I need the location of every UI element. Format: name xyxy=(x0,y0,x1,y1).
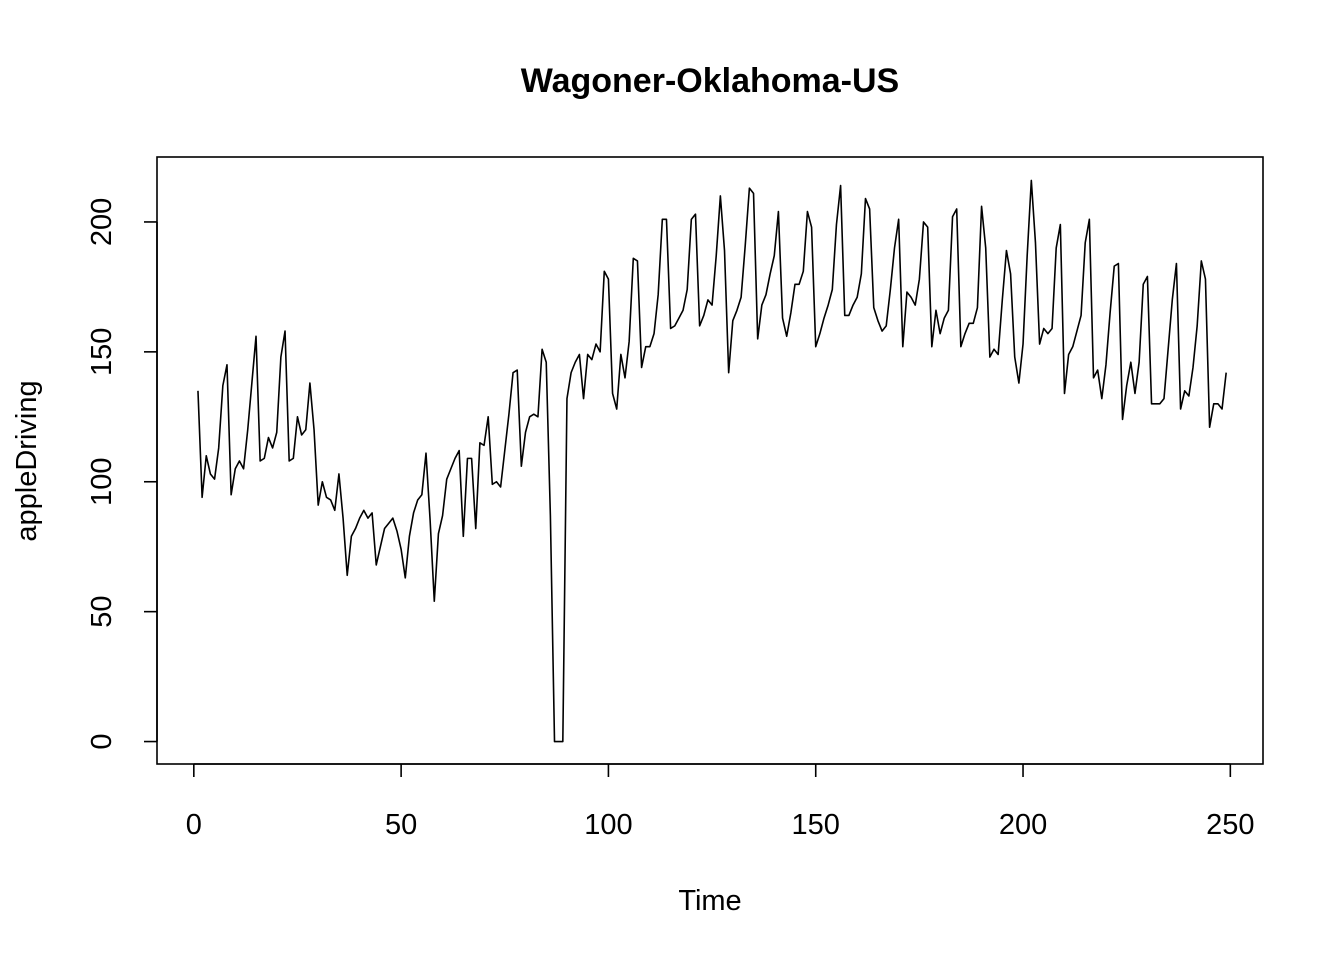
y-axis-label: appleDriving xyxy=(11,380,43,541)
series-line-1 xyxy=(197,179,1227,743)
x-tick-label: 50 xyxy=(385,809,417,841)
series-group xyxy=(197,179,1227,743)
x-tick-label: 250 xyxy=(1206,809,1254,841)
y-tick-label: 0 xyxy=(86,733,118,749)
y-axis: 0 50 100 150 200 xyxy=(86,198,158,750)
x-tick-label: 0 xyxy=(186,809,202,841)
y-tick-label: 100 xyxy=(86,458,118,506)
y-tick-label: 200 xyxy=(86,198,118,246)
x-axis-label: Time xyxy=(678,885,741,917)
chart-title: Wagoner-Oklahoma-US xyxy=(521,62,899,100)
x-axis: 0 50 100 150 200 250 xyxy=(186,763,1255,841)
y-tick-label: 150 xyxy=(86,328,118,376)
x-tick-label: 200 xyxy=(999,809,1047,841)
x-tick-label: 150 xyxy=(792,809,840,841)
plot-frame xyxy=(156,156,1264,765)
x-tick-label: 100 xyxy=(584,809,632,841)
y-tick-label: 50 xyxy=(86,596,118,628)
